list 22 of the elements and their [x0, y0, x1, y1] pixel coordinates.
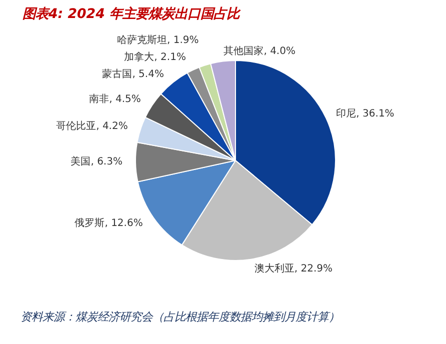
- slice-label: 澳大利亚: [254, 262, 294, 275]
- data-label: , 12.6%: [104, 218, 143, 229]
- slice-label: 哥伦比亚: [56, 120, 96, 132]
- slice-label: 印尼: [336, 107, 356, 120]
- data-label: , 6.3%: [90, 156, 122, 168]
- text: 资料来源：煤炭经济研究会（占比根据年度数据均摊到月度计算）: [20, 310, 340, 324]
- data-label: , 2.1%: [154, 52, 186, 63]
- slice-label: 俄罗斯: [74, 216, 105, 229]
- slice-label: 其他国家: [224, 44, 264, 57]
- chart-title: 图表4: 2024 年主要煤炭出口国占比: [22, 6, 242, 22]
- slice-label: 南非: [89, 93, 110, 106]
- slice-label: 哈萨克斯坦: [117, 34, 168, 46]
- data-label: , 5.4%: [132, 68, 164, 80]
- data-label: , 4.2%: [96, 121, 128, 132]
- data-label: , 36.1%: [356, 108, 394, 120]
- data-label: , 1.9%: [167, 34, 199, 46]
- data-label: , 4.5%: [109, 94, 141, 106]
- data-label: , 4.0%: [264, 46, 296, 57]
- slice-label: 美国: [70, 156, 91, 168]
- slice-label: 蒙古国: [102, 68, 132, 80]
- slice-label: 加拿大: [124, 50, 154, 63]
- data-label: , 22.9%: [294, 264, 332, 275]
